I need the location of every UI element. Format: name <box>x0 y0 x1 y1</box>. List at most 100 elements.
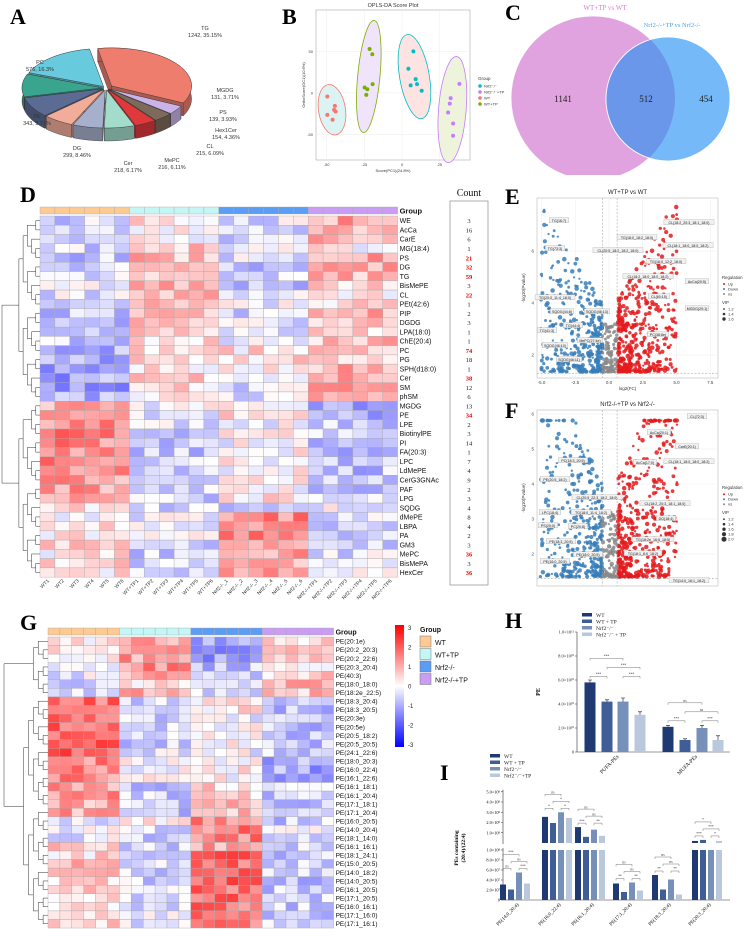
volcano-point-down <box>580 499 584 503</box>
annotation-label: CL(18:2_18:0_18:0_18:2) <box>628 275 669 279</box>
annotation-box <box>668 577 710 583</box>
heatmap-cell <box>233 234 249 244</box>
heatmap-cell <box>54 401 71 411</box>
heatmap-cell <box>273 748 287 758</box>
volcano-point-down <box>597 361 600 364</box>
heatmap-cell <box>337 401 354 411</box>
heatmap-cell <box>202 705 215 715</box>
significance-bracket <box>670 870 680 873</box>
heatmap-cell <box>382 326 398 337</box>
heatmap-cell <box>39 493 56 504</box>
annotation-label: CL(18:1_18:0_18:0_18:2) <box>668 244 709 248</box>
heatmap-cell <box>202 765 215 775</box>
heatmap-row-label: PE(20:5_20:5) <box>336 741 378 748</box>
heatmap-cell <box>248 493 264 504</box>
heatmap-cell <box>263 308 279 319</box>
heatmap-cell <box>273 730 287 740</box>
pie-slice-top <box>104 89 135 129</box>
count-value: 22 <box>466 292 473 299</box>
heatmap-cell <box>203 345 219 356</box>
volcano-point-up <box>625 482 629 486</box>
heatmap-cell <box>214 705 227 715</box>
volcano-point-up <box>668 233 673 238</box>
volcano-point-ns <box>604 347 608 351</box>
heatmap-cell <box>202 773 215 783</box>
volcano-point-up <box>618 509 623 514</box>
heatmap-cell <box>262 842 275 852</box>
heatmap-cell <box>71 876 84 886</box>
heatmap-cell <box>263 493 279 504</box>
heatmap-cell <box>321 636 334 646</box>
volcano-point-down <box>598 319 602 323</box>
heatmap-cell <box>309 739 322 749</box>
volcano-point-up <box>639 331 642 335</box>
venn-set-label: Nrf2-/-+TP vs Nrf2-/- <box>644 22 701 29</box>
heatmap-cell <box>263 401 279 411</box>
bar <box>652 875 658 900</box>
volcano-point-ns <box>604 361 608 364</box>
heatmap-cell <box>352 345 368 356</box>
heatmap-cell <box>297 636 310 646</box>
heatmap-cell <box>173 354 190 365</box>
heatmap-cell <box>218 225 234 235</box>
bar <box>584 682 596 752</box>
heatmap-cell <box>382 363 398 374</box>
heatmap-cell <box>144 299 160 309</box>
heatmap-cell <box>131 833 144 843</box>
volcano-point-up <box>634 500 639 505</box>
volcano-point-ns <box>600 540 606 545</box>
heatmap-row-label: PE(18:1_24:1) <box>336 853 378 860</box>
heatmap-cell <box>69 252 85 263</box>
heatmap-cell <box>114 289 130 300</box>
heatmap-cell <box>308 252 324 263</box>
volcano-point-up <box>659 534 663 537</box>
heatmap-cell <box>238 910 251 920</box>
heatmap-cell <box>352 475 368 485</box>
volcano-point-down <box>545 547 549 552</box>
volcano-point-up <box>617 551 622 556</box>
confidence-ellipse <box>397 34 432 120</box>
heatmap-cell <box>178 833 191 843</box>
heatmap-cell <box>250 679 263 689</box>
heatmap-cell <box>226 816 239 826</box>
volcano-point-ns <box>604 548 609 553</box>
heatmap-cell <box>238 722 251 732</box>
heatmap-cell <box>214 748 227 758</box>
volcano-point-up <box>617 575 621 578</box>
annotation-box <box>584 308 610 314</box>
heatmap-cell <box>69 345 85 356</box>
volcano-point-up <box>639 326 643 330</box>
heatmap-cell <box>308 410 324 420</box>
volcano-point-down <box>570 441 575 445</box>
heatmap-cell <box>84 512 100 522</box>
heatmap-cell <box>59 765 73 775</box>
heatmap-cell <box>278 382 294 393</box>
x-tick-label: -50 <box>324 162 331 167</box>
significance-label: *** <box>520 865 526 869</box>
heatmap-cell <box>69 280 85 291</box>
heatmap-cell <box>84 484 100 495</box>
volcano-point-down <box>538 574 542 579</box>
annotation-label: MePC(27:4e) <box>579 339 600 343</box>
significance-label: ** <box>596 819 600 823</box>
y-axis-label: OrthoScore(OC1)(10.6%) <box>301 62 306 108</box>
heatmap-cell <box>202 730 215 740</box>
x-tick-label: 25 <box>438 162 443 167</box>
heatmap-cell <box>83 679 96 689</box>
volcano-point-up <box>642 364 645 367</box>
volcano-point-up <box>638 322 642 326</box>
heatmap-cell <box>337 299 354 309</box>
heatmap-cell <box>262 688 275 698</box>
heatmap-cell <box>352 234 368 244</box>
volcano-point-up <box>617 482 621 486</box>
heatmap-cell <box>309 850 322 860</box>
legend-size-marker <box>722 527 726 531</box>
heatmap-cell <box>95 671 108 680</box>
volcano-point-up <box>631 284 635 289</box>
dendrogram-branch <box>35 340 40 351</box>
heatmap-cell <box>154 756 168 766</box>
heatmap-cell <box>114 539 130 550</box>
heatmap-cell <box>47 782 61 792</box>
heatmap-cell <box>226 645 239 655</box>
significance-bracket <box>662 863 680 866</box>
